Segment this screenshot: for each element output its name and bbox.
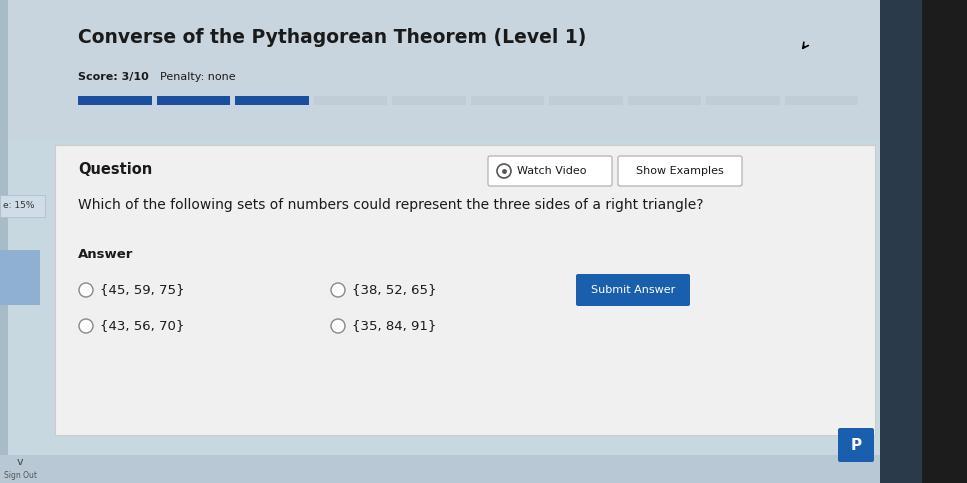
Text: P: P (850, 438, 862, 453)
Text: Converse of the Pythagorean Theorem (Level 1): Converse of the Pythagorean Theorem (Lev… (78, 28, 586, 47)
FancyBboxPatch shape (838, 428, 874, 462)
Circle shape (79, 319, 93, 333)
FancyBboxPatch shape (8, 0, 880, 140)
Text: Sign Out: Sign Out (4, 471, 37, 481)
Text: Show Examples: Show Examples (636, 166, 724, 176)
Circle shape (331, 319, 345, 333)
FancyBboxPatch shape (235, 96, 308, 105)
Text: {43, 56, 70}: {43, 56, 70} (100, 319, 185, 332)
FancyBboxPatch shape (784, 96, 858, 105)
Text: Score: 3/10: Score: 3/10 (78, 72, 149, 82)
Text: {35, 84, 91}: {35, 84, 91} (352, 319, 436, 332)
FancyBboxPatch shape (0, 0, 8, 483)
FancyBboxPatch shape (313, 96, 387, 105)
FancyBboxPatch shape (0, 0, 880, 483)
FancyBboxPatch shape (628, 96, 701, 105)
FancyBboxPatch shape (392, 96, 465, 105)
FancyBboxPatch shape (78, 96, 152, 105)
FancyBboxPatch shape (55, 145, 875, 435)
Text: Answer: Answer (78, 248, 133, 261)
Text: Penalty: none: Penalty: none (160, 72, 236, 82)
FancyBboxPatch shape (618, 156, 742, 186)
FancyBboxPatch shape (0, 455, 880, 483)
Circle shape (79, 283, 93, 297)
Text: e: 15%: e: 15% (3, 201, 35, 211)
Text: {45, 59, 75}: {45, 59, 75} (100, 284, 185, 297)
FancyBboxPatch shape (157, 96, 230, 105)
Text: Watch Video: Watch Video (517, 166, 587, 176)
Text: Question: Question (78, 162, 152, 177)
Text: v: v (16, 457, 23, 467)
Circle shape (497, 164, 511, 178)
FancyBboxPatch shape (880, 0, 922, 483)
Text: Which of the following sets of numbers could represent the three sides of a righ: Which of the following sets of numbers c… (78, 198, 704, 212)
FancyBboxPatch shape (0, 250, 40, 305)
FancyBboxPatch shape (0, 195, 45, 217)
Text: {38, 52, 65}: {38, 52, 65} (352, 284, 436, 297)
FancyBboxPatch shape (488, 156, 612, 186)
FancyBboxPatch shape (920, 0, 967, 483)
FancyBboxPatch shape (471, 96, 544, 105)
FancyBboxPatch shape (576, 274, 690, 306)
FancyBboxPatch shape (706, 96, 779, 105)
FancyBboxPatch shape (549, 96, 623, 105)
Text: Submit Answer: Submit Answer (591, 285, 675, 295)
Circle shape (331, 283, 345, 297)
